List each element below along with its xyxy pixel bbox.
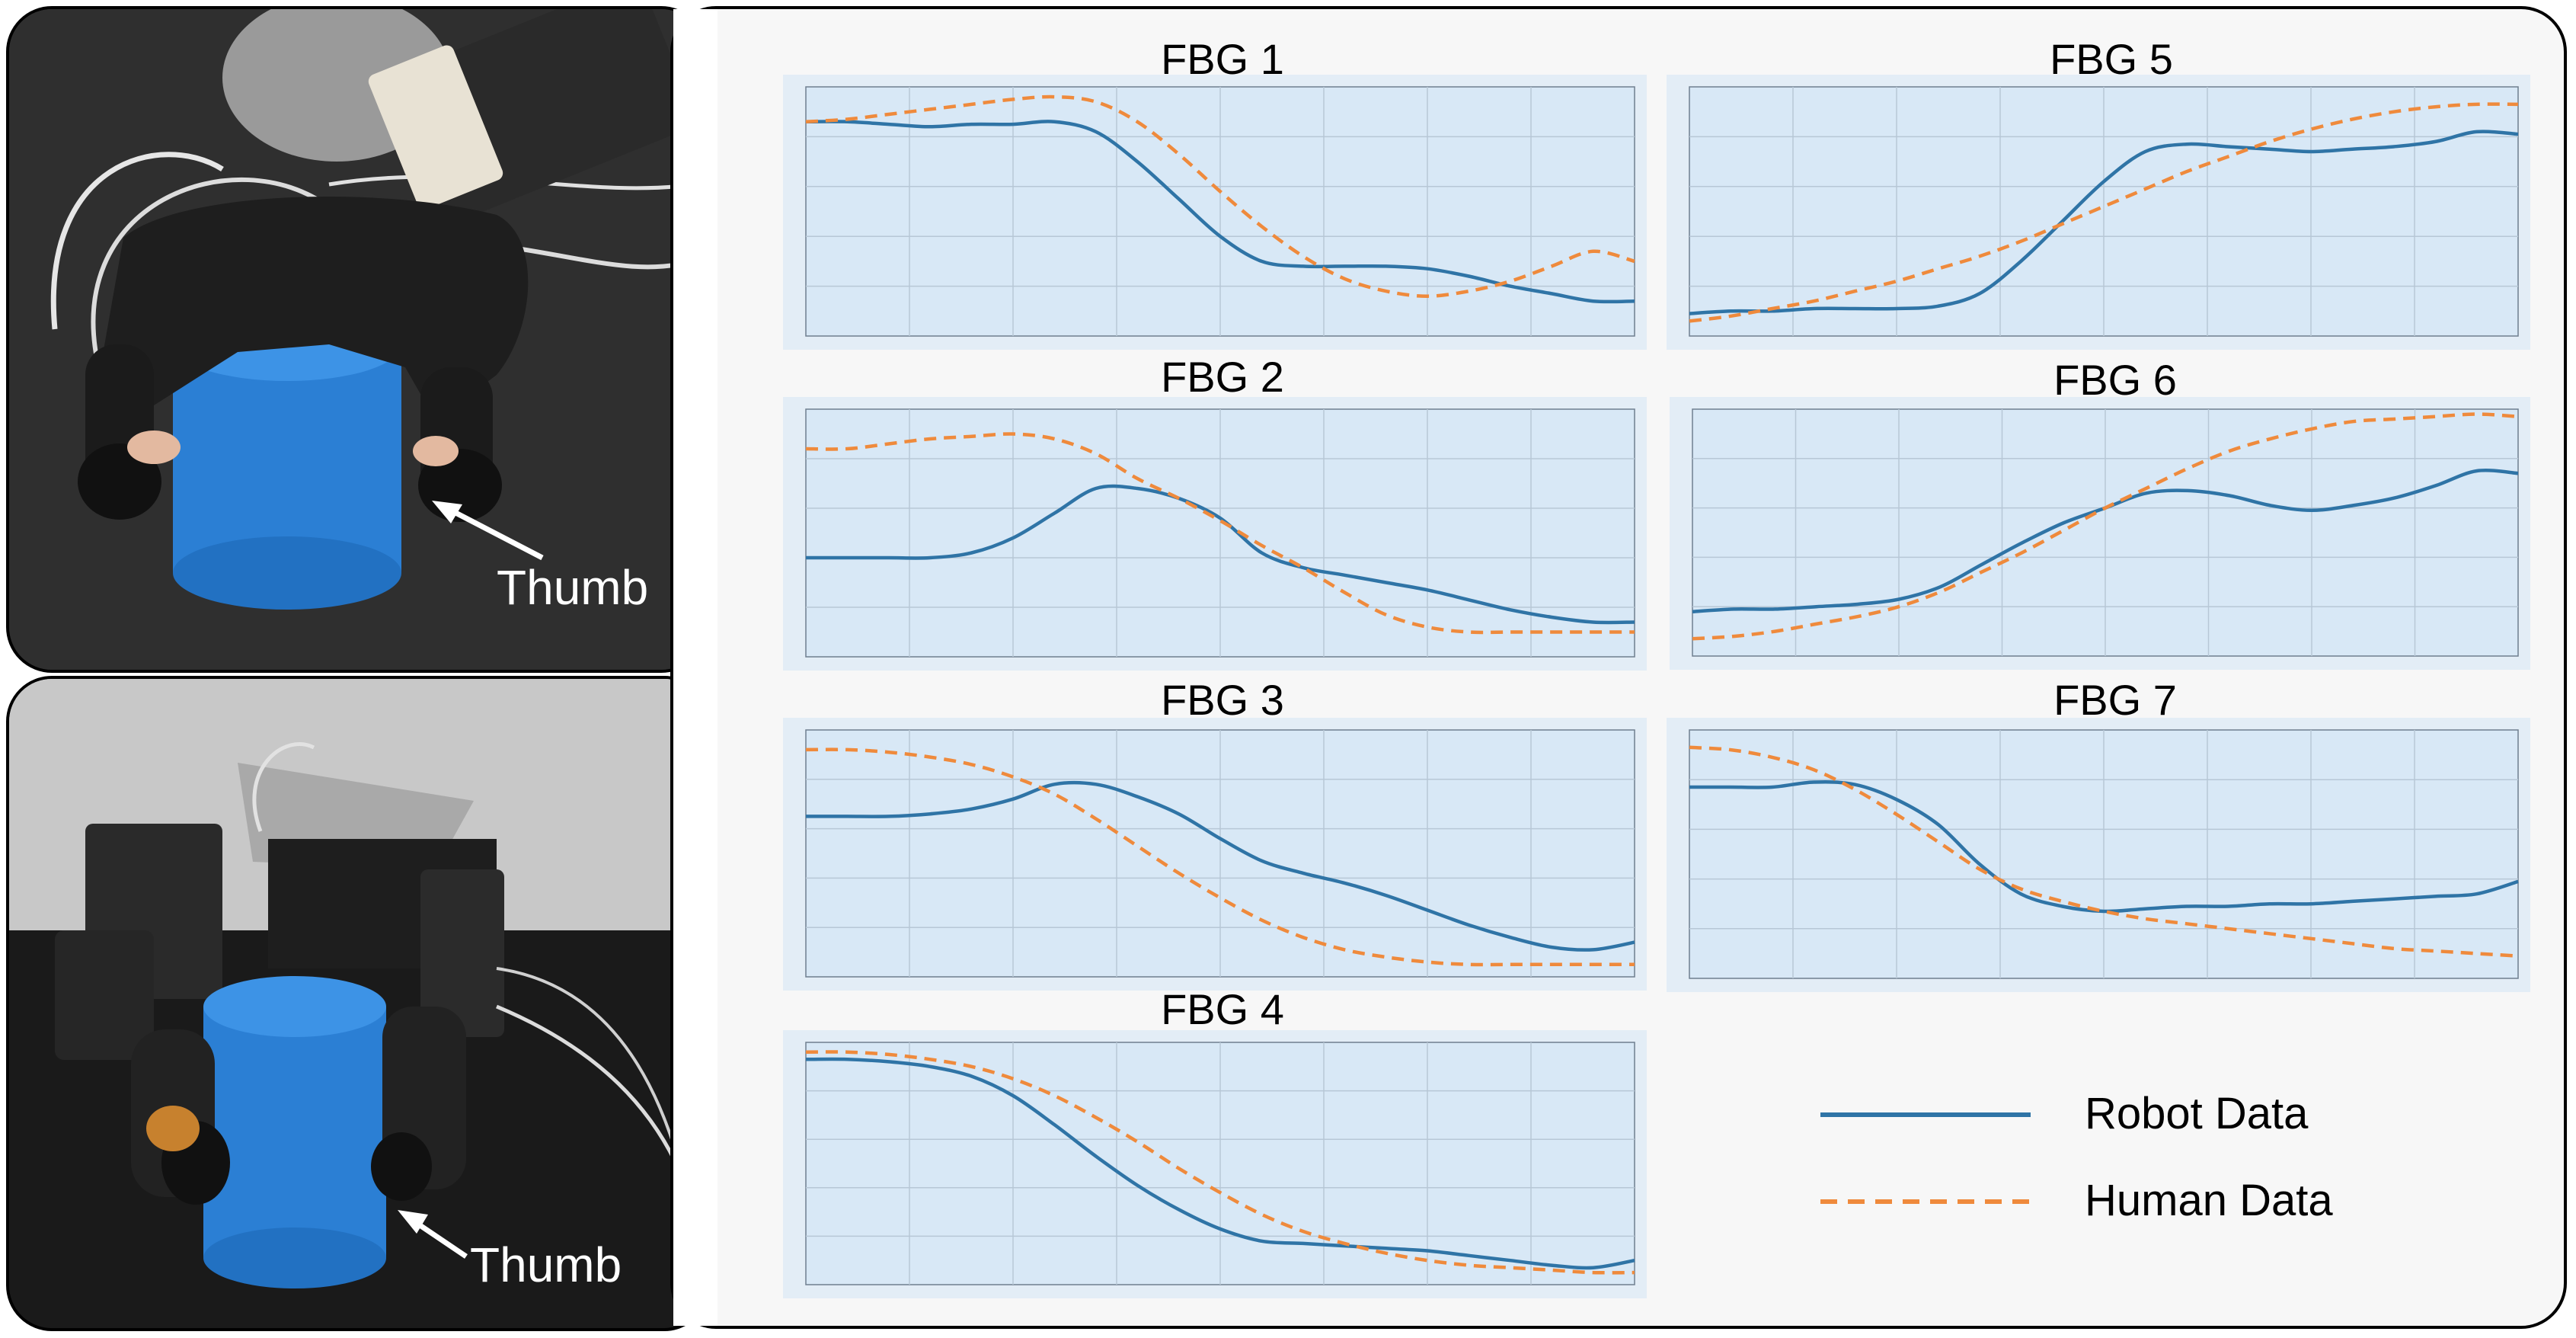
chart-fbg2 [783,397,1647,671]
chart-fbg7 [1667,718,2530,992]
robot-data-line-fbg1 [805,120,1635,304]
chart-fbg5 [1667,75,2530,350]
chart-title-fbg3: FBG 3 [1161,676,1284,724]
glove-photo: Thumb [6,6,707,673]
human-data-line-fbg3 [805,747,1635,967]
chart-fbg4 [783,1030,1647,1298]
chart-title-fbg5: FBG 5 [2050,35,2173,83]
chart-fbg6 [1670,397,2530,670]
chart-title-fbg1: FBG 1 [1161,35,1284,83]
human-data-line-fbg4 [805,1050,1635,1275]
robot-data-line-fbg5 [1689,130,2519,315]
human-data-line-fbg2 [805,432,1635,635]
human-data-line-fbg7 [1689,745,2519,958]
thumb-label-top: Thumb [497,560,649,615]
panel-gap [673,9,718,1326]
human-data-line-fbg1 [805,94,1635,298]
robot-hand-photo: Thumb [6,676,710,1331]
chart-title-fbg6: FBG 6 [2053,356,2177,404]
chart-fbg1 [783,75,1647,350]
robot-data-line-fbg7 [1689,779,2519,914]
robot-data-line-fbg4 [805,1057,1635,1270]
chart-fbg3 [783,718,1647,991]
thumb-label-bottom: Thumb [470,1237,622,1292]
chart-title-fbg7: FBG 7 [2053,676,2177,724]
robot-hand-illustration [9,679,707,1328]
chart-title-fbg2: FBG 2 [1161,353,1284,401]
glove-illustration [9,9,704,670]
robot-data-line-fbg3 [806,780,1635,952]
robot-data-line-fbg2 [806,484,1635,625]
legend-robot-label: Robot Data [2085,1089,2309,1138]
legend-human-label: Human Data [2085,1176,2333,1225]
chart-title-fbg4: FBG 4 [1161,985,1284,1033]
human-data-line-fbg6 [1692,412,2519,641]
